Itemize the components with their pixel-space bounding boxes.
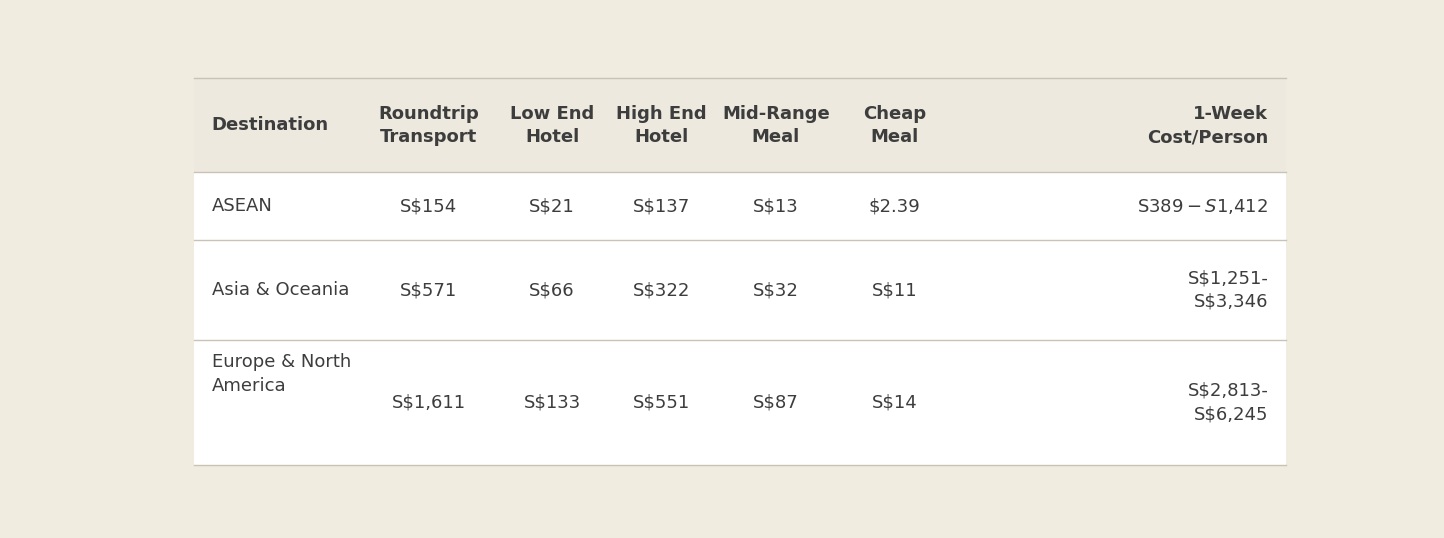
Text: S$66: S$66 (530, 281, 575, 299)
Text: Cheap
Meal: Cheap Meal (864, 104, 926, 146)
Bar (195, 240, 1285, 340)
Text: Roundtrip
Transport: Roundtrip Transport (378, 104, 479, 146)
Text: ASEAN: ASEAN (212, 197, 273, 215)
Text: S$87: S$87 (752, 394, 799, 412)
Text: S$21: S$21 (529, 197, 575, 215)
Text: S$389-S$1,412: S$389-S$1,412 (1136, 197, 1268, 216)
Text: Asia & Oceania: Asia & Oceania (212, 281, 349, 299)
Text: S$154: S$154 (400, 197, 458, 215)
Text: S$11: S$11 (872, 281, 917, 299)
Text: S$32: S$32 (752, 281, 799, 299)
Text: 1-Week
Cost/Person: 1-Week Cost/Person (1147, 104, 1268, 146)
Text: High End
Hotel: High End Hotel (617, 104, 708, 146)
Text: Low End
Hotel: Low End Hotel (510, 104, 593, 146)
Text: $2.39: $2.39 (869, 197, 920, 215)
Text: Mid-Range
Meal: Mid-Range Meal (722, 104, 830, 146)
Text: S$14: S$14 (872, 394, 917, 412)
Bar (195, 79, 1285, 172)
Text: S$133: S$133 (523, 394, 580, 412)
Bar (195, 340, 1285, 465)
Text: S$322: S$322 (632, 281, 690, 299)
Text: S$2,813-
S$6,245: S$2,813- S$6,245 (1187, 382, 1268, 423)
Text: S$551: S$551 (632, 394, 690, 412)
Text: S$1,611: S$1,611 (391, 394, 466, 412)
Text: Europe & North
America: Europe & North America (212, 353, 351, 395)
Text: S$1,251-
S$3,346: S$1,251- S$3,346 (1187, 270, 1268, 311)
Text: S$137: S$137 (632, 197, 690, 215)
Text: S$13: S$13 (752, 197, 799, 215)
Bar (195, 172, 1285, 240)
Text: S$571: S$571 (400, 281, 458, 299)
Text: Destination: Destination (212, 116, 329, 134)
